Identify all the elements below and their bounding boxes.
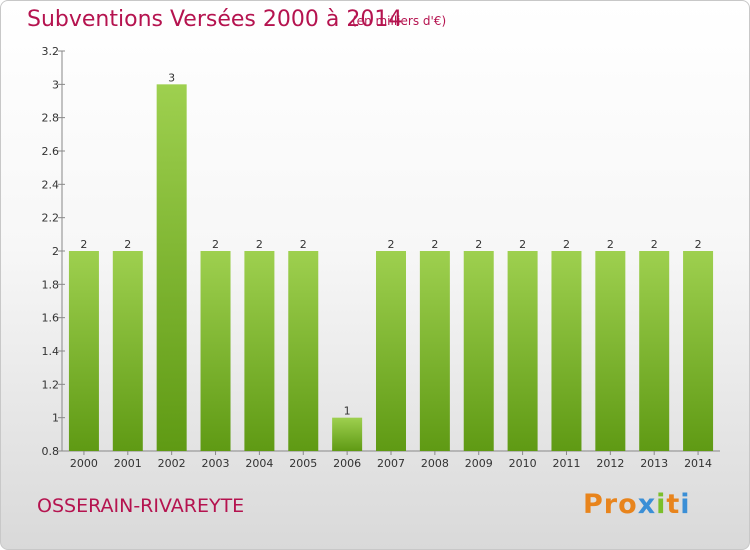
logo-letter: t bbox=[666, 489, 681, 520]
y-tick-label: 1.8 bbox=[42, 278, 60, 291]
data-label: 3 bbox=[168, 71, 175, 84]
logo-letter: P bbox=[583, 489, 604, 520]
bar-2007 bbox=[376, 251, 406, 451]
bar-2014 bbox=[683, 251, 714, 451]
y-tick-label: 2.8 bbox=[42, 112, 60, 125]
logo-letter: o bbox=[618, 489, 638, 520]
x-tick-label: 2007 bbox=[377, 457, 405, 470]
y-tick-label: 1.2 bbox=[42, 378, 60, 391]
data-label: 2 bbox=[475, 238, 482, 251]
x-tick-label: 2004 bbox=[245, 457, 273, 470]
y-tick-label: 1.4 bbox=[42, 345, 60, 358]
x-tick-label: 2008 bbox=[421, 457, 449, 470]
x-tick-label: 2013 bbox=[640, 457, 668, 470]
y-tick-label: 2.6 bbox=[42, 145, 60, 158]
data-label: 2 bbox=[607, 238, 614, 251]
x-tick-label: 2000 bbox=[70, 457, 98, 470]
bar-2013 bbox=[639, 251, 670, 451]
y-tick-label: 2.4 bbox=[42, 178, 60, 191]
bar-2009 bbox=[463, 251, 494, 451]
bar-2001 bbox=[112, 251, 143, 451]
bar-2004 bbox=[244, 251, 275, 451]
bar-2003 bbox=[200, 251, 231, 451]
logo-letter: i bbox=[680, 489, 691, 520]
x-tick-label: 2006 bbox=[333, 457, 361, 470]
y-tick-label: 1.6 bbox=[42, 312, 60, 325]
data-label: 2 bbox=[80, 238, 87, 251]
bar-2002 bbox=[156, 84, 187, 451]
bar-2008 bbox=[419, 251, 450, 451]
x-tick-label: 2011 bbox=[552, 457, 580, 470]
x-tick-label: 2014 bbox=[684, 457, 712, 470]
bar-2012 bbox=[595, 251, 626, 451]
y-tick-label: 3 bbox=[52, 78, 59, 91]
x-tick-label: 2003 bbox=[202, 457, 230, 470]
bar-2006 bbox=[332, 417, 363, 451]
x-tick-label: 2005 bbox=[289, 457, 317, 470]
logo-letter: r bbox=[603, 489, 619, 520]
unit-note: (en milliers d'€) bbox=[352, 14, 447, 28]
y-tick-label: 2.2 bbox=[42, 212, 60, 225]
data-label: 2 bbox=[651, 238, 658, 251]
data-label: 2 bbox=[124, 238, 131, 251]
data-label: 2 bbox=[431, 238, 438, 251]
data-label: 2 bbox=[563, 238, 570, 251]
chart-title: Subventions Versées 2000 à 2014 bbox=[27, 7, 403, 32]
y-tick-label: 1 bbox=[52, 412, 59, 425]
y-tick-label: 2 bbox=[52, 245, 59, 258]
data-label: 2 bbox=[256, 238, 263, 251]
bar-2011 bbox=[551, 251, 582, 451]
x-tick-label: 2002 bbox=[158, 457, 186, 470]
x-tick-label: 2001 bbox=[114, 457, 142, 470]
bar-2000 bbox=[68, 251, 99, 451]
x-tick-label: 2010 bbox=[509, 457, 537, 470]
proxiti-logo[interactable]: Proxiti bbox=[583, 489, 691, 520]
x-tick-label: 2009 bbox=[465, 457, 493, 470]
logo-letter: x bbox=[637, 489, 657, 520]
x-tick-label: 2012 bbox=[596, 457, 624, 470]
y-tick-label: 0.8 bbox=[42, 445, 60, 458]
logo-letter: i bbox=[656, 489, 667, 520]
data-label: 2 bbox=[695, 238, 702, 251]
bar-2010 bbox=[507, 251, 538, 451]
commune-name: OSSERAIN-RIVAREYTE bbox=[37, 495, 245, 517]
data-label: 2 bbox=[212, 238, 219, 251]
data-label: 2 bbox=[519, 238, 526, 251]
y-tick-label: 3.2 bbox=[42, 45, 60, 58]
bar-2005 bbox=[288, 251, 319, 451]
data-label: 2 bbox=[388, 238, 395, 251]
data-label: 1 bbox=[344, 405, 351, 418]
data-label: 2 bbox=[300, 238, 307, 251]
